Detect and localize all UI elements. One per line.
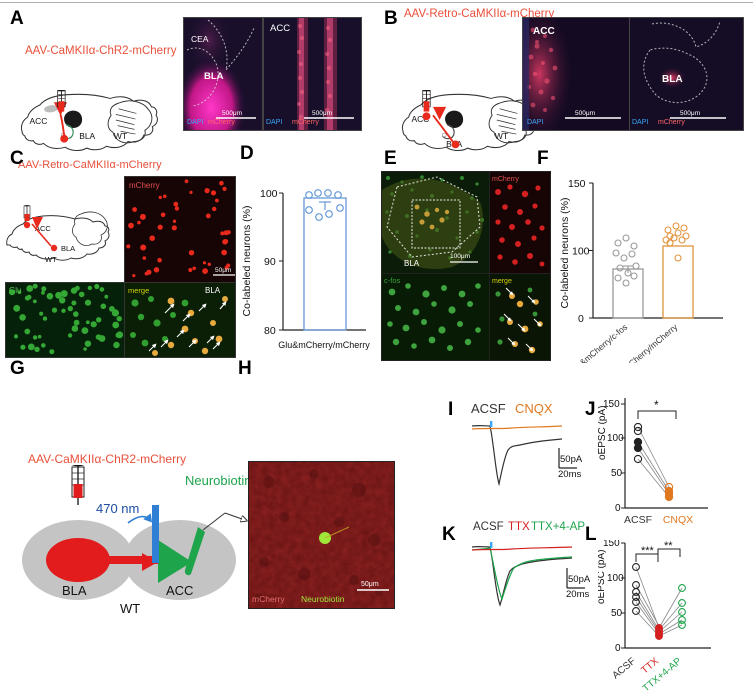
svg-text:**: ** bbox=[664, 540, 673, 552]
svg-text:c-fos&mCherry/mCherry: c-fos&mCherry/mCherry bbox=[603, 321, 680, 363]
svg-text:Co-labeled neurons (%): Co-labeled neurons (%) bbox=[241, 206, 253, 317]
svg-text:50: 50 bbox=[611, 468, 623, 479]
svg-text:DAPI: DAPI bbox=[527, 119, 543, 126]
svg-text:90: 90 bbox=[264, 256, 276, 268]
svg-text:ACSF: ACSF bbox=[610, 656, 638, 682]
svg-text:WT: WT bbox=[120, 601, 140, 615]
svg-text:CEA: CEA bbox=[191, 34, 209, 44]
svg-text:100: 100 bbox=[607, 433, 624, 444]
svg-text:mCherry: mCherry bbox=[658, 119, 685, 126]
svg-text:mCherry: mCherry bbox=[129, 181, 160, 190]
svg-text:80: 80 bbox=[264, 325, 276, 337]
svg-text:50μm: 50μm bbox=[215, 267, 231, 274]
svg-text:mCherry: mCherry bbox=[292, 119, 319, 126]
svg-text:500μm: 500μm bbox=[222, 110, 242, 117]
svg-text:BLA: BLA bbox=[79, 131, 95, 141]
svg-text:20ms: 20ms bbox=[566, 589, 589, 598]
svg-text:20ms: 20ms bbox=[558, 469, 581, 478]
svg-text:*: * bbox=[654, 398, 659, 412]
svg-text:0: 0 bbox=[578, 313, 584, 325]
svg-text:merge: merge bbox=[492, 278, 512, 285]
svg-text:50pA: 50pA bbox=[568, 574, 591, 585]
svg-text:100: 100 bbox=[607, 573, 624, 584]
svg-text:500μm: 500μm bbox=[680, 110, 700, 117]
svg-text:0: 0 bbox=[615, 643, 621, 654]
svg-text:mCherry: mCherry bbox=[208, 119, 235, 126]
svg-text:BLA: BLA bbox=[204, 71, 224, 82]
svg-text:mCherry: mCherry bbox=[252, 594, 285, 604]
svg-text:BLA: BLA bbox=[205, 286, 221, 295]
svg-text:oEPSC (pA): oEPSC (pA) bbox=[598, 406, 608, 460]
svg-text:DAPI: DAPI bbox=[632, 119, 648, 126]
svg-text:Co-labeled neurons (%): Co-labeled neurons (%) bbox=[559, 198, 571, 309]
svg-text:BLA: BLA bbox=[61, 244, 75, 253]
svg-text:c-fos&mCherry/c-fos: c-fos&mCherry/c-fos bbox=[564, 322, 630, 363]
svg-text:ACC: ACC bbox=[166, 583, 193, 598]
svg-text:Glu&mCherry/mCherry: Glu&mCherry/mCherry bbox=[278, 340, 370, 350]
svg-text:Neurobiotin: Neurobiotin bbox=[185, 473, 250, 488]
svg-text:500μm: 500μm bbox=[312, 110, 332, 117]
svg-text:100: 100 bbox=[572, 246, 590, 258]
svg-text:BLA: BLA bbox=[404, 259, 420, 268]
svg-text:merge: merge bbox=[128, 286, 149, 295]
svg-text:oEPSC (pA): oEPSC (pA) bbox=[598, 550, 607, 604]
svg-text:470 nm: 470 nm bbox=[96, 501, 139, 516]
svg-text:WT: WT bbox=[45, 255, 57, 264]
svg-text:BLA: BLA bbox=[662, 74, 683, 85]
svg-text:150: 150 bbox=[603, 540, 620, 549]
svg-text:500μm: 500μm bbox=[575, 110, 595, 117]
svg-text:DAPI: DAPI bbox=[266, 119, 282, 126]
svg-text:50: 50 bbox=[611, 608, 623, 619]
svg-text:ACC: ACC bbox=[533, 26, 555, 37]
svg-text:150: 150 bbox=[568, 178, 586, 190]
svg-text:DAPI: DAPI bbox=[187, 119, 203, 126]
svg-text:0: 0 bbox=[615, 503, 621, 514]
svg-text:50μm: 50μm bbox=[361, 581, 379, 588]
svg-text:50pA: 50pA bbox=[560, 454, 583, 465]
svg-text:BLA: BLA bbox=[62, 583, 87, 598]
svg-text:CNQX: CNQX bbox=[663, 514, 693, 526]
svg-text:***: *** bbox=[641, 545, 655, 557]
svg-text:ACC: ACC bbox=[30, 116, 48, 126]
svg-text:ACC: ACC bbox=[270, 23, 290, 34]
svg-text:WT: WT bbox=[114, 131, 127, 141]
svg-text:c-fos: c-fos bbox=[384, 276, 401, 285]
svg-text:WT: WT bbox=[495, 131, 508, 141]
svg-text:ACSF: ACSF bbox=[624, 514, 652, 526]
svg-text:Neurobiotin: Neurobiotin bbox=[301, 594, 345, 604]
svg-text:100: 100 bbox=[260, 188, 278, 200]
svg-text:100μm: 100μm bbox=[450, 253, 470, 260]
svg-text:mCherry: mCherry bbox=[492, 176, 519, 183]
